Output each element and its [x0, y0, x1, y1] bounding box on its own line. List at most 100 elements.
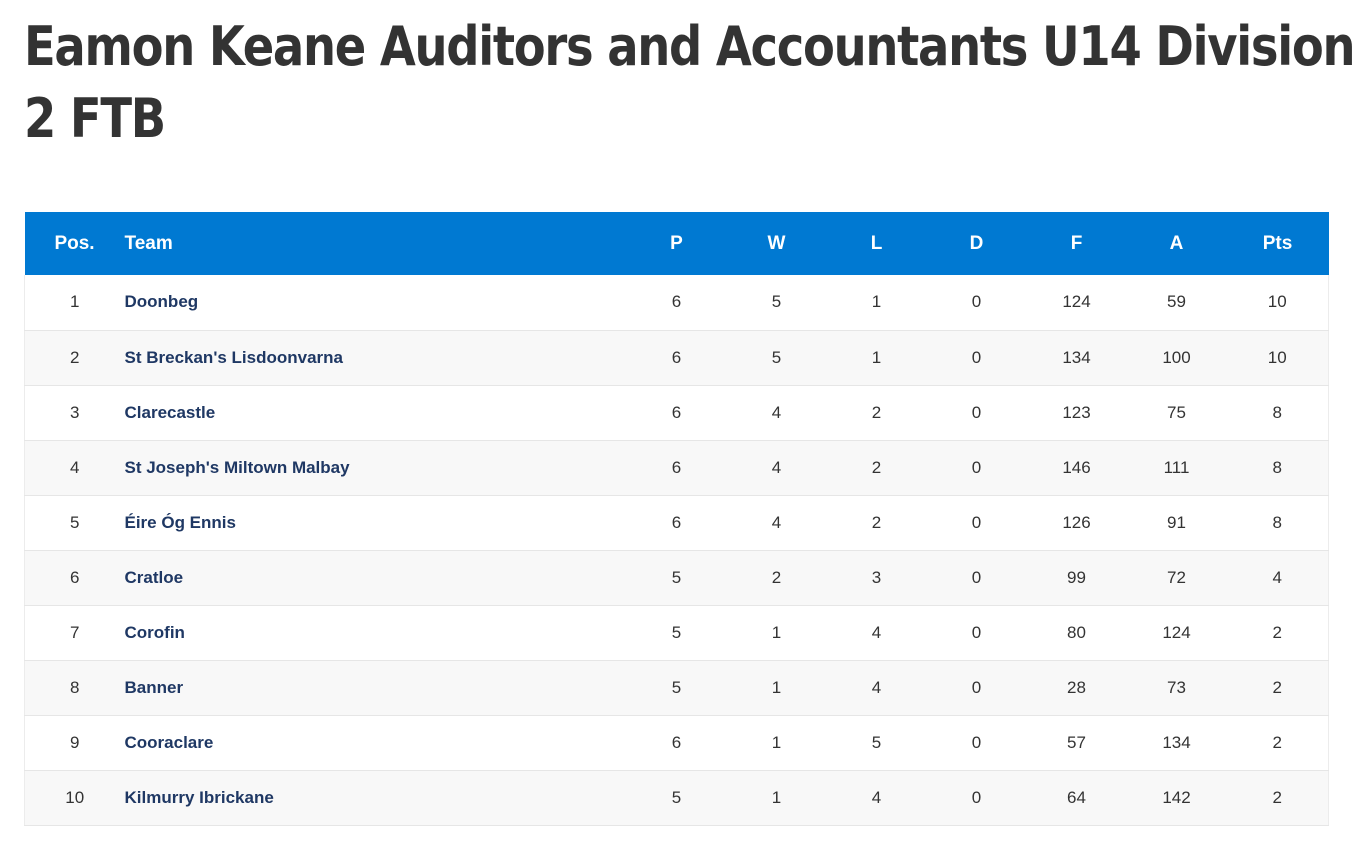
cell-drawn: 0	[971, 512, 982, 532]
cell-won: 1	[771, 732, 782, 752]
cell-for: 146	[1062, 457, 1091, 477]
team-link[interactable]: Kilmurry Ibrickane	[124, 787, 274, 807]
cell-position: 6	[70, 567, 80, 587]
table-body: 1 Doonbeg 6 5 1 0 124 59 10 2 St Breckan's Lisdoon…	[24, 275, 1329, 825]
cell-against: 100	[1162, 347, 1191, 367]
team-link[interactable]: St Breckan's Lisdoonvarna	[124, 347, 344, 367]
cell-lost: 1	[871, 347, 882, 367]
team-link[interactable]: Cratloe	[124, 567, 184, 587]
column-header-drawn: D	[969, 232, 984, 254]
cell-points: 4	[1272, 567, 1282, 587]
column-header-position: Pos.	[54, 232, 95, 254]
page-title-line-2: 2 FTB	[24, 87, 166, 150]
cell-lost: 4	[871, 622, 882, 642]
cell-played: 6	[671, 347, 682, 367]
cell-won: 2	[771, 567, 782, 587]
cell-won: 1	[771, 677, 782, 697]
cell-position: 9	[70, 732, 80, 752]
cell-for: 80	[1067, 622, 1086, 642]
cell-points: 2	[1272, 622, 1282, 642]
cell-for: 64	[1067, 787, 1086, 807]
cell-drawn: 0	[971, 787, 982, 807]
cell-position: 4	[70, 457, 80, 477]
cell-played: 5	[671, 567, 682, 587]
cell-for: 123	[1062, 402, 1091, 422]
team-link[interactable]: St Joseph's Miltown Malbay	[124, 457, 350, 477]
cell-points: 8	[1272, 402, 1282, 422]
cell-played: 5	[671, 787, 682, 807]
cell-against: 134	[1162, 732, 1191, 752]
cell-drawn: 0	[971, 622, 982, 642]
cell-lost: 3	[871, 567, 882, 587]
table-row: 2 St Breckan's Lisdoonvarna 6 5 1 0 134 100 10	[24, 330, 1329, 385]
cell-won: 5	[771, 347, 782, 367]
table-header-row: Pos. Team P W L D F A Pts	[24, 212, 1329, 275]
cell-position: 8	[70, 677, 80, 697]
cell-against: 75	[1167, 402, 1186, 422]
cell-drawn: 0	[971, 457, 982, 477]
cell-points: 2	[1272, 787, 1282, 807]
cell-played: 6	[671, 512, 682, 532]
column-header-won: W	[767, 232, 786, 254]
cell-lost: 2	[871, 512, 882, 532]
cell-against: 73	[1167, 677, 1186, 697]
cell-drawn: 0	[971, 567, 982, 587]
cell-position: 3	[70, 402, 80, 422]
cell-drawn: 0	[971, 292, 982, 312]
cell-against: 111	[1163, 457, 1190, 477]
team-link[interactable]: Banner	[124, 677, 184, 697]
cell-drawn: 0	[971, 732, 982, 752]
cell-played: 6	[671, 292, 682, 312]
cell-for: 126	[1062, 512, 1091, 532]
column-header-team: Team	[124, 232, 173, 254]
cell-for: 57	[1067, 732, 1086, 752]
cell-won: 5	[771, 292, 782, 312]
table-row: 1 Doonbeg 6 5 1 0 124 59 10	[24, 275, 1329, 330]
cell-for: 99	[1067, 567, 1086, 587]
cell-for: 124	[1062, 292, 1091, 312]
cell-for: 134	[1062, 347, 1091, 367]
team-link[interactable]: Corofin	[124, 622, 185, 642]
cell-lost: 1	[871, 292, 882, 312]
cell-won: 4	[771, 512, 782, 532]
cell-position: 7	[70, 622, 80, 642]
column-header-played: P	[670, 232, 683, 254]
cell-points: 2	[1272, 677, 1282, 697]
cell-drawn: 0	[971, 402, 982, 422]
cell-won: 1	[771, 787, 782, 807]
cell-points: 10	[1267, 347, 1287, 367]
table-row: 7 Corofin 5 1 4 0 80 124 2	[24, 605, 1329, 660]
cell-won: 4	[771, 402, 782, 422]
cell-position: 1	[70, 292, 80, 312]
team-link[interactable]: Clarecastle	[124, 402, 216, 422]
league-standings-table: Pos. Team P W L D F A Pts 1 Doonbeg 6 5 1 0 12…	[24, 212, 1329, 826]
cell-lost: 5	[871, 732, 882, 752]
cell-won: 4	[771, 457, 782, 477]
cell-drawn: 0	[971, 347, 982, 367]
cell-position: 2	[70, 347, 80, 367]
cell-position: 5	[70, 512, 80, 532]
cell-played: 6	[671, 402, 682, 422]
table-row: 10 Kilmurry Ibrickane 5 1 4 0 64 142 2	[24, 770, 1329, 825]
table-row: 5 Éire Óg Ennis 6 4 2 0 126 91 8	[24, 495, 1329, 550]
page-title-line-1: Eamon Keane Auditors and Accountants U14…	[24, 15, 1353, 78]
team-link[interactable]: Doonbeg	[124, 292, 199, 312]
cell-points: 8	[1272, 512, 1282, 532]
table-row: 9 Cooraclare 6 1 5 0 57 134 2	[24, 715, 1329, 770]
cell-position: 10	[65, 787, 85, 807]
cell-won: 1	[771, 622, 782, 642]
column-header-for: F	[1070, 232, 1083, 254]
column-header-against: A	[1169, 232, 1184, 254]
cell-played: 5	[671, 677, 682, 697]
table-row: 4 St Joseph's Miltown Malbay 6 4 2 0 146 111 8	[24, 440, 1329, 495]
table-row: 6 Cratloe 5 2 3 0 99 72 4	[24, 550, 1329, 605]
team-link[interactable]: Cooraclare	[124, 732, 214, 752]
cell-lost: 4	[871, 787, 882, 807]
column-header-lost: L	[870, 232, 883, 254]
cell-points: 8	[1272, 457, 1282, 477]
team-link[interactable]: Éire Óg Ennis	[124, 512, 236, 532]
page-title: Eamon Keane Auditors and Accountants U14…	[24, 0, 1353, 155]
cell-played: 6	[671, 457, 682, 477]
cell-lost: 4	[871, 677, 882, 697]
cell-against: 72	[1167, 567, 1186, 587]
